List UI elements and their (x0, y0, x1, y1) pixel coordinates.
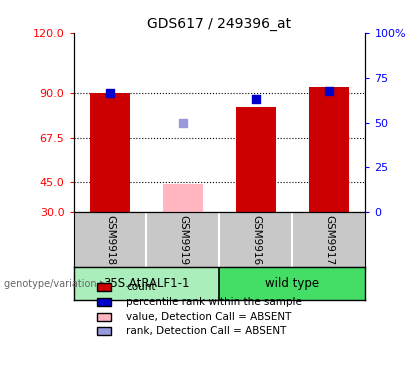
Text: percentile rank within the sample: percentile rank within the sample (126, 297, 302, 307)
Text: GSM9918: GSM9918 (105, 215, 115, 265)
Text: GSM9917: GSM9917 (324, 215, 334, 265)
Text: 35S.AtRALF1-1: 35S.AtRALF1-1 (103, 277, 190, 290)
Text: genotype/variation ▶: genotype/variation ▶ (4, 279, 108, 289)
Title: GDS617 / 249396_at: GDS617 / 249396_at (147, 16, 291, 30)
Bar (74, 267, 220, 300)
Point (326, 88, 332, 94)
Point (180, 120, 186, 126)
Text: GSM9919: GSM9919 (178, 215, 188, 265)
Text: rank, Detection Call = ABSENT: rank, Detection Call = ABSENT (126, 326, 286, 336)
Text: value, Detection Call = ABSENT: value, Detection Call = ABSENT (126, 311, 291, 322)
Text: wild type: wild type (265, 277, 320, 290)
Text: count: count (126, 282, 155, 292)
Bar (309, 87, 349, 212)
Point (107, 90, 113, 96)
Bar (90, 93, 130, 212)
Point (252, 96, 259, 102)
Bar (163, 184, 203, 212)
Bar (220, 267, 365, 300)
Bar (236, 107, 276, 212)
Text: GSM9916: GSM9916 (251, 215, 261, 265)
